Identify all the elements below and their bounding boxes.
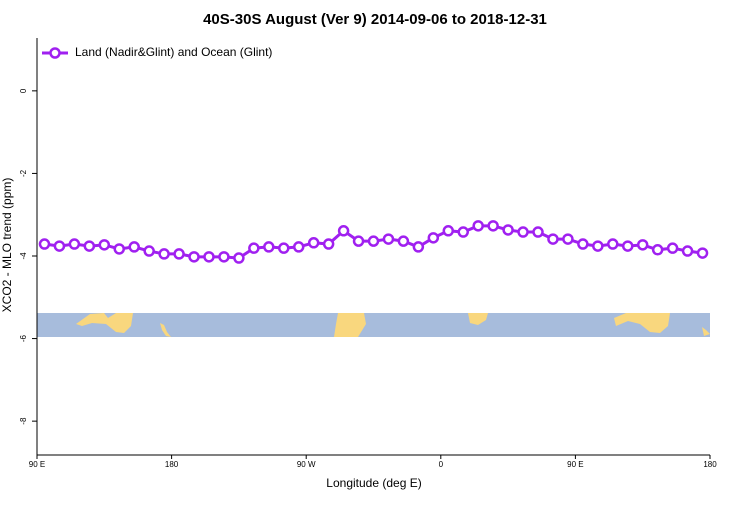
data-point bbox=[412, 241, 425, 253]
data-point bbox=[278, 242, 290, 254]
data-point bbox=[382, 233, 395, 245]
data-point bbox=[263, 241, 275, 253]
data-point bbox=[472, 220, 484, 232]
data-point bbox=[248, 242, 260, 254]
data-point bbox=[621, 240, 634, 252]
data-point bbox=[562, 233, 574, 245]
data-point bbox=[666, 242, 679, 254]
chart-title: 40S-30S August (Ver 9) 2014-09-06 to 201… bbox=[203, 11, 547, 28]
data-point bbox=[696, 247, 709, 259]
legend-marker bbox=[49, 47, 61, 59]
map-band bbox=[37, 313, 710, 337]
data-point bbox=[367, 235, 380, 247]
y-tick-label: -4 bbox=[19, 252, 28, 260]
data-point bbox=[352, 235, 365, 247]
ocean bbox=[37, 313, 710, 337]
data-point bbox=[592, 240, 604, 252]
land bbox=[702, 327, 710, 336]
x-axis-label: Longitude (deg E) bbox=[326, 476, 421, 490]
data-point bbox=[651, 244, 664, 256]
data-point bbox=[203, 251, 215, 263]
data-point bbox=[502, 224, 514, 236]
data-point bbox=[292, 241, 305, 253]
data-point bbox=[83, 240, 96, 252]
land bbox=[160, 323, 171, 337]
data-point bbox=[547, 233, 559, 245]
data-point bbox=[681, 245, 694, 257]
x-tick-label: 0 bbox=[439, 460, 444, 469]
data-point bbox=[188, 251, 200, 263]
data-point bbox=[636, 239, 649, 251]
data-point bbox=[607, 238, 619, 250]
data-point bbox=[427, 232, 440, 244]
data-point bbox=[487, 220, 499, 232]
data-point bbox=[307, 237, 320, 249]
y-tick-label: -8 bbox=[19, 417, 28, 425]
land bbox=[76, 313, 133, 333]
data-point bbox=[113, 243, 126, 255]
data-point bbox=[158, 248, 170, 260]
data-point bbox=[517, 226, 529, 238]
data-point bbox=[532, 226, 544, 238]
y-axis-label: XCO2 - MLO trend (ppm) bbox=[0, 178, 14, 313]
data-point bbox=[68, 238, 81, 250]
y-tick-label: 0 bbox=[19, 88, 28, 93]
x-tick-label: 90 E bbox=[567, 460, 583, 469]
land bbox=[614, 313, 670, 333]
data-point bbox=[53, 240, 66, 252]
data-point bbox=[128, 241, 140, 253]
data-point bbox=[218, 251, 230, 263]
data-point bbox=[98, 239, 111, 251]
data-point bbox=[577, 238, 589, 250]
x-tick-label: 90 E bbox=[29, 460, 45, 469]
data-point bbox=[143, 245, 155, 257]
data-point bbox=[233, 252, 245, 264]
data-point bbox=[322, 238, 335, 250]
data-point bbox=[442, 225, 455, 237]
x-tick-label: 180 bbox=[165, 460, 179, 469]
data-point bbox=[457, 226, 469, 238]
x-tick-label: 90 W bbox=[297, 460, 316, 469]
y-tick-label: -6 bbox=[19, 334, 28, 342]
x-tick-label: 180 bbox=[703, 460, 717, 469]
data-point bbox=[173, 248, 185, 260]
land bbox=[468, 313, 488, 325]
legend-label: Land (Nadir&Glint) and Ocean (Glint) bbox=[75, 45, 272, 59]
data-point bbox=[397, 235, 410, 247]
legend: Land (Nadir&Glint) and Ocean (Glint) bbox=[42, 45, 272, 59]
data-point bbox=[337, 225, 350, 237]
land bbox=[334, 313, 366, 337]
y-tick-label: -2 bbox=[19, 169, 28, 177]
data-point bbox=[38, 238, 51, 250]
